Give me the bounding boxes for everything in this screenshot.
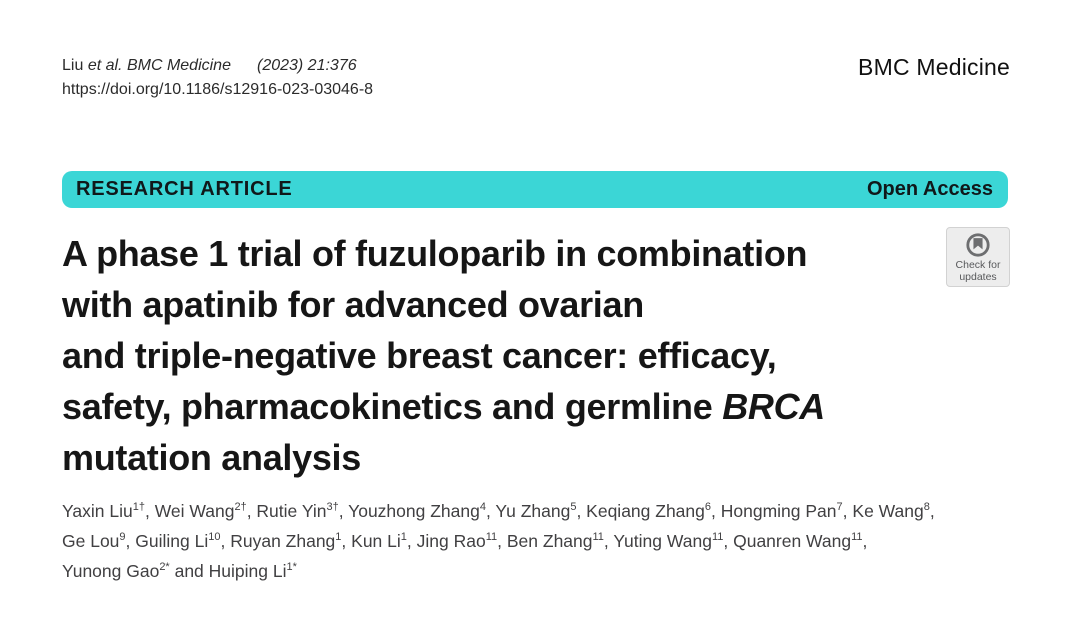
open-access-label: Open Access bbox=[867, 178, 993, 200]
author-name: Ben Zhang11 bbox=[506, 531, 604, 551]
article-title-line: mutation analysis bbox=[62, 437, 361, 478]
author-name: Yu Zhang5 bbox=[495, 501, 577, 521]
author-name: Guiling Li10 bbox=[135, 531, 221, 551]
article-title-line: with apatinib for advanced ovarian bbox=[62, 284, 644, 325]
article-title-line: A phase 1 trial of fuzuloparib in combin… bbox=[62, 233, 808, 274]
citation-author: Liu bbox=[62, 57, 84, 74]
citation-journal: et al. BMC Medicine bbox=[87, 57, 231, 74]
author-name: Keqiang Zhang6 bbox=[586, 501, 712, 521]
journal-name: BMC Medicine bbox=[858, 54, 1010, 80]
author-name: Yuting Wang11 bbox=[613, 531, 724, 551]
author-list: Yaxin Liu1†, Wei Wang2†, Rutie Yin3†, Yo… bbox=[62, 501, 935, 581]
author-name: Jing Rao11 bbox=[416, 531, 498, 551]
article-type-label: RESEARCH ARTICLE bbox=[76, 178, 293, 200]
author-name: Ke Wang8 bbox=[852, 501, 930, 521]
citation-line: Liu et al. BMC Medicine (2023) 21:376 bbox=[62, 54, 373, 78]
check-for-updates-badge[interactable]: Check for updates bbox=[946, 227, 1010, 287]
author-name: Yaxin Liu1† bbox=[62, 501, 145, 521]
citation-block: Liu et al. BMC Medicine (2023) 21:376 htt… bbox=[62, 54, 373, 102]
article-title-line: and triple-negative breast cancer: effic… bbox=[62, 335, 777, 376]
author-name: Kun Li1 bbox=[351, 531, 407, 551]
article-title-line: safety, pharmacokinetics and germline BR… bbox=[62, 386, 825, 427]
author-name: Ruyan Zhang1 bbox=[230, 531, 342, 551]
author-name: Rutie Yin3† bbox=[256, 501, 339, 521]
author-name: Ge Lou9 bbox=[62, 531, 126, 551]
author-name: Youzhong Zhang4 bbox=[348, 501, 486, 521]
doi-link[interactable]: https://doi.org/10.1186/s12916-023-03046… bbox=[62, 81, 374, 98]
article-title: A phase 1 trial of fuzuloparib in combin… bbox=[62, 228, 962, 483]
page-header: Liu et al. BMC Medicine (2023) 21:376 htt… bbox=[62, 54, 1010, 102]
author-name: Yunong Gao2* bbox=[62, 561, 170, 581]
author-name: Hongming Pan7 bbox=[720, 501, 843, 521]
crossmark-label: Check for updates bbox=[955, 259, 1001, 283]
citation-issue: (2023) 21:376 bbox=[256, 57, 357, 74]
banner: RESEARCH ARTICLE Open Access bbox=[62, 171, 1008, 208]
author-name: Quanren Wang11 bbox=[733, 531, 863, 551]
crossmark-icon bbox=[966, 233, 990, 257]
author-name: Huiping Li1* bbox=[208, 561, 297, 581]
author-name: Wei Wang2† bbox=[154, 501, 247, 521]
